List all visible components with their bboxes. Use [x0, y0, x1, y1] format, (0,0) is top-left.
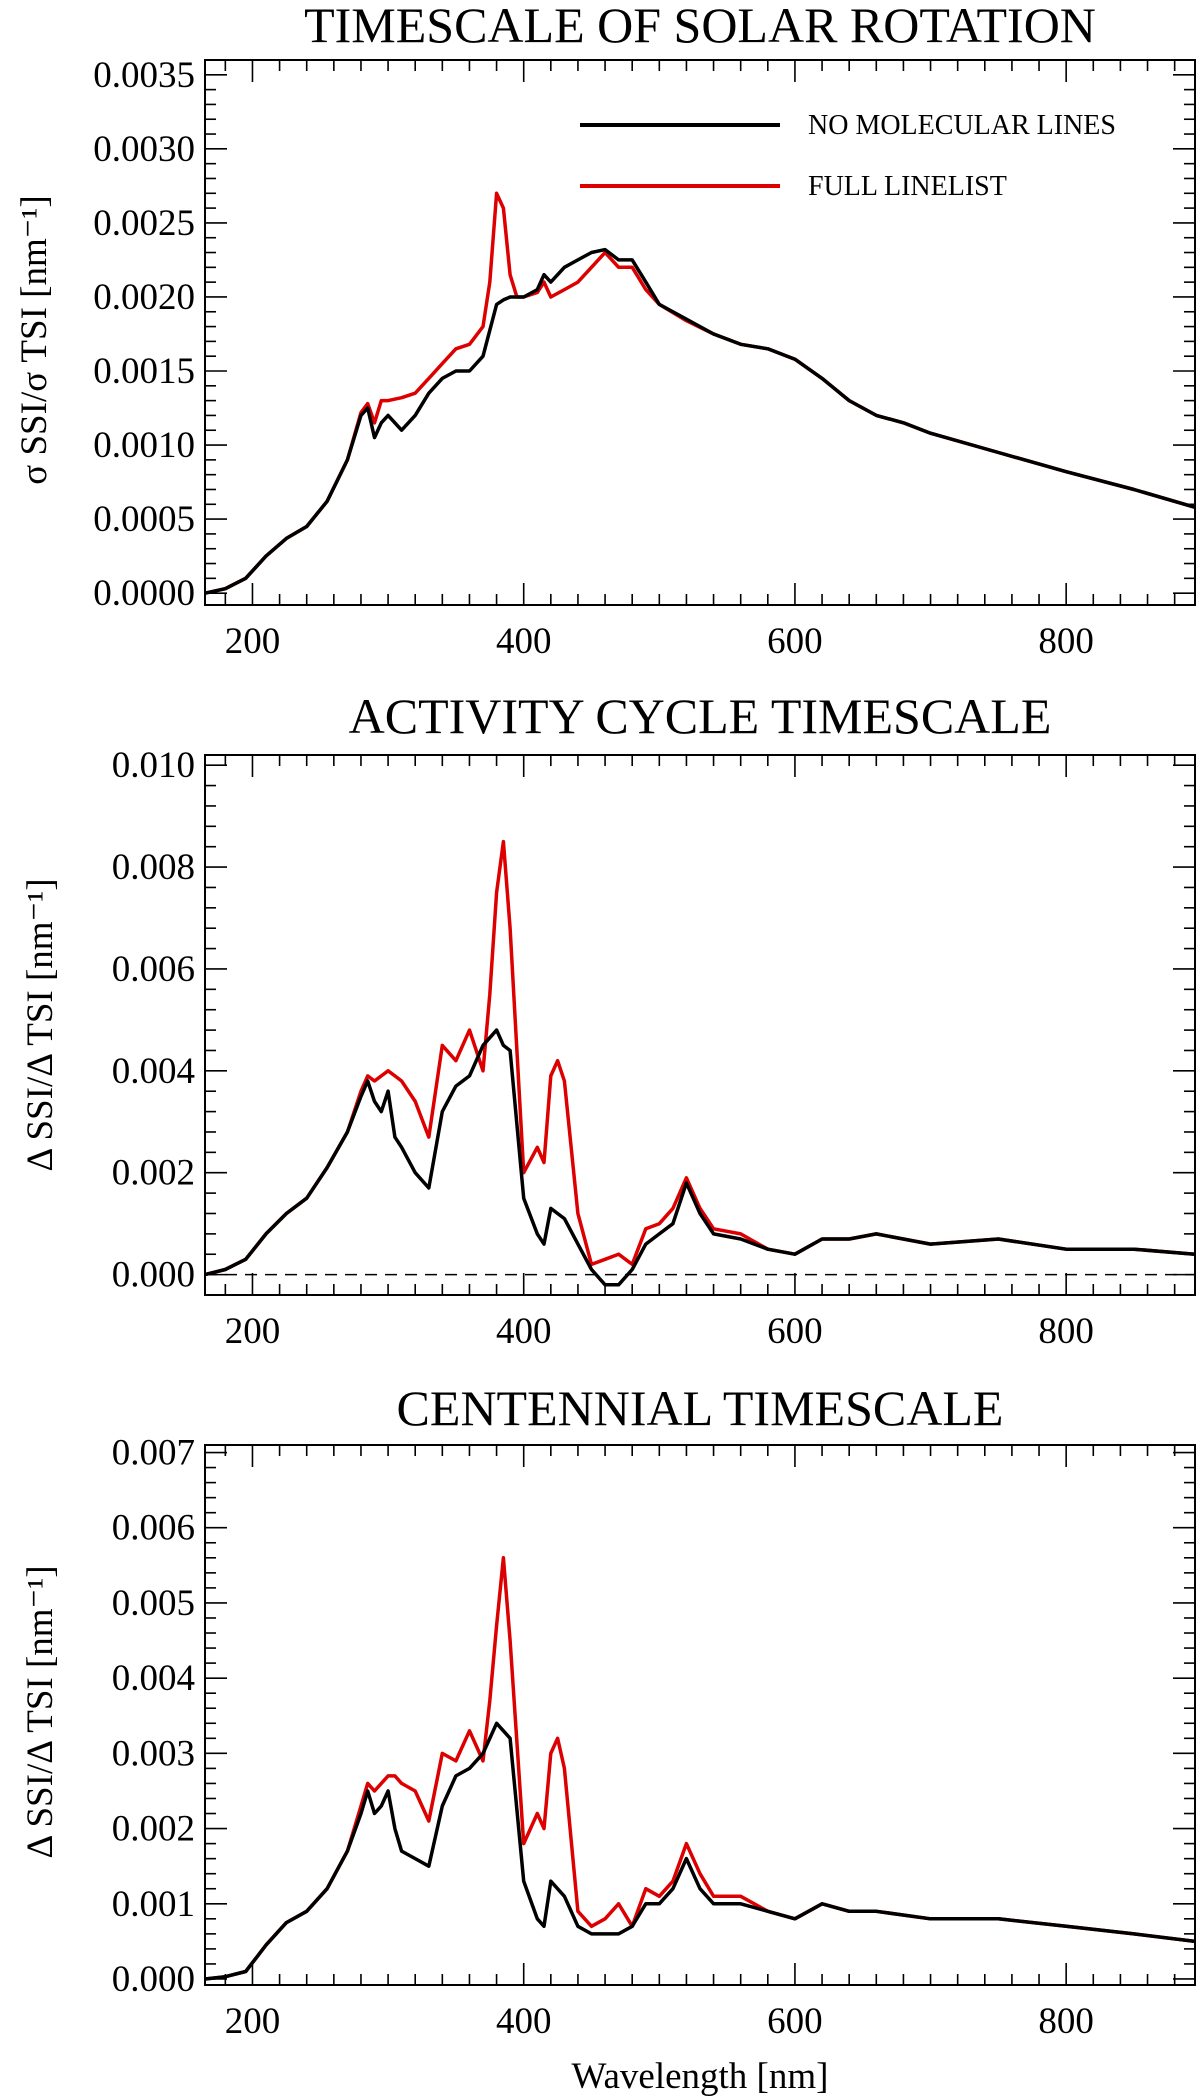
y-axis-label: Δ SSI/Δ TSI [nm⁻¹]	[20, 1565, 61, 1858]
y-tick-label: 0.002	[112, 1809, 195, 1850]
x-tick-label: 800	[1038, 621, 1094, 662]
series-line-no-molecular-lines	[204, 1028, 1196, 1287]
x-tick-label: 800	[1038, 1311, 1094, 1352]
y-tick-label: 0.008	[112, 847, 195, 888]
x-tick-label: 200	[225, 621, 281, 662]
panel-title: TIMESCALE OF SOLAR ROTATION	[304, 0, 1096, 53]
y-tick-label: 0.004	[112, 1658, 195, 1699]
plot-frame	[204, 1444, 1196, 1986]
plot-area: 0.000 0.002 0.004 0.006 0.008 0.010 200 400 600 8…	[112, 745, 1196, 1352]
y-tick-label: 0.010	[112, 745, 195, 786]
y-tick-label: 0.005	[112, 1583, 195, 1624]
plot-area: 0.000 0.001 0.002 0.003 0.004 0.005 0.006 0.007…	[112, 1433, 1196, 2042]
x-tick-label: 200	[225, 1311, 281, 1352]
y-tick-label: 0.004	[112, 1051, 195, 1092]
panel-activity: ACTIVITY CYCLE TIMESCALE Δ SSI/Δ TSI [nm…	[20, 688, 1196, 1352]
legend-label-full-linelist: FULL LINELIST	[808, 171, 1007, 202]
y-tick-label: 0.0025	[93, 203, 195, 244]
x-tick-label: 600	[767, 2001, 823, 2042]
plot-area: 0.0000 0.0005 0.0010 0.0015 0.0020 0.0025 0.00…	[93, 55, 1196, 662]
x-tick-label: 800	[1038, 2001, 1094, 2042]
y-axis-label: Δ SSI/Δ TSI [nm⁻¹]	[20, 878, 61, 1171]
y-tick-label: 0.000	[112, 1255, 195, 1296]
y-tick-label: 0.007	[112, 1433, 195, 1474]
x-axis-label: Wavelength [nm]	[572, 2056, 829, 2097]
y-axis-label: σ SSI/σ TSI [nm⁻¹]	[14, 195, 55, 484]
y-tick-label: 0.000	[112, 1959, 195, 2000]
y-tick-label: 0.0020	[93, 277, 195, 318]
plot-frame	[204, 59, 1196, 606]
y-tick-label: 0.0030	[93, 129, 195, 170]
x-tick-label: 400	[496, 2001, 552, 2042]
panel-centennial: CENTENNIAL TIMESCALE Δ SSI/Δ TSI [nm⁻¹] …	[20, 1380, 1196, 2042]
plot-frame	[204, 754, 1196, 1296]
y-tick-label: 0.002	[112, 1153, 195, 1194]
series-line-no-molecular-lines	[204, 247, 1196, 595]
x-tick-label: 400	[496, 1311, 552, 1352]
legend: NO MOLECULAR LINES FULL LINELIST	[580, 110, 1116, 202]
panel-rotation: TIMESCALE OF SOLAR ROTATION σ SSI/σ TSI …	[14, 0, 1196, 662]
panel-title: CENTENNIAL TIMESCALE	[397, 1380, 1004, 1436]
y-tick-label: 0.001	[112, 1884, 195, 1925]
y-tick-label: 0.0015	[93, 351, 195, 392]
y-tick-label: 0.0010	[93, 425, 195, 466]
panel-title: ACTIVITY CYCLE TIMESCALE	[349, 688, 1052, 744]
y-tick-label: 0.0000	[93, 573, 195, 614]
x-tick-label: 200	[225, 2001, 281, 2042]
y-tick-label: 0.006	[112, 949, 195, 990]
x-tick-label: 400	[496, 621, 552, 662]
legend-label-no-molecular-lines: NO MOLECULAR LINES	[808, 110, 1116, 141]
x-tick-label: 600	[767, 621, 823, 662]
y-tick-label: 0.0035	[93, 55, 195, 96]
series-line-no-molecular-lines	[204, 1721, 1196, 1981]
x-tick-label: 600	[767, 1311, 823, 1352]
y-tick-label: 0.006	[112, 1508, 195, 1549]
y-tick-label: 0.0005	[93, 499, 195, 540]
y-tick-label: 0.003	[112, 1733, 195, 1774]
